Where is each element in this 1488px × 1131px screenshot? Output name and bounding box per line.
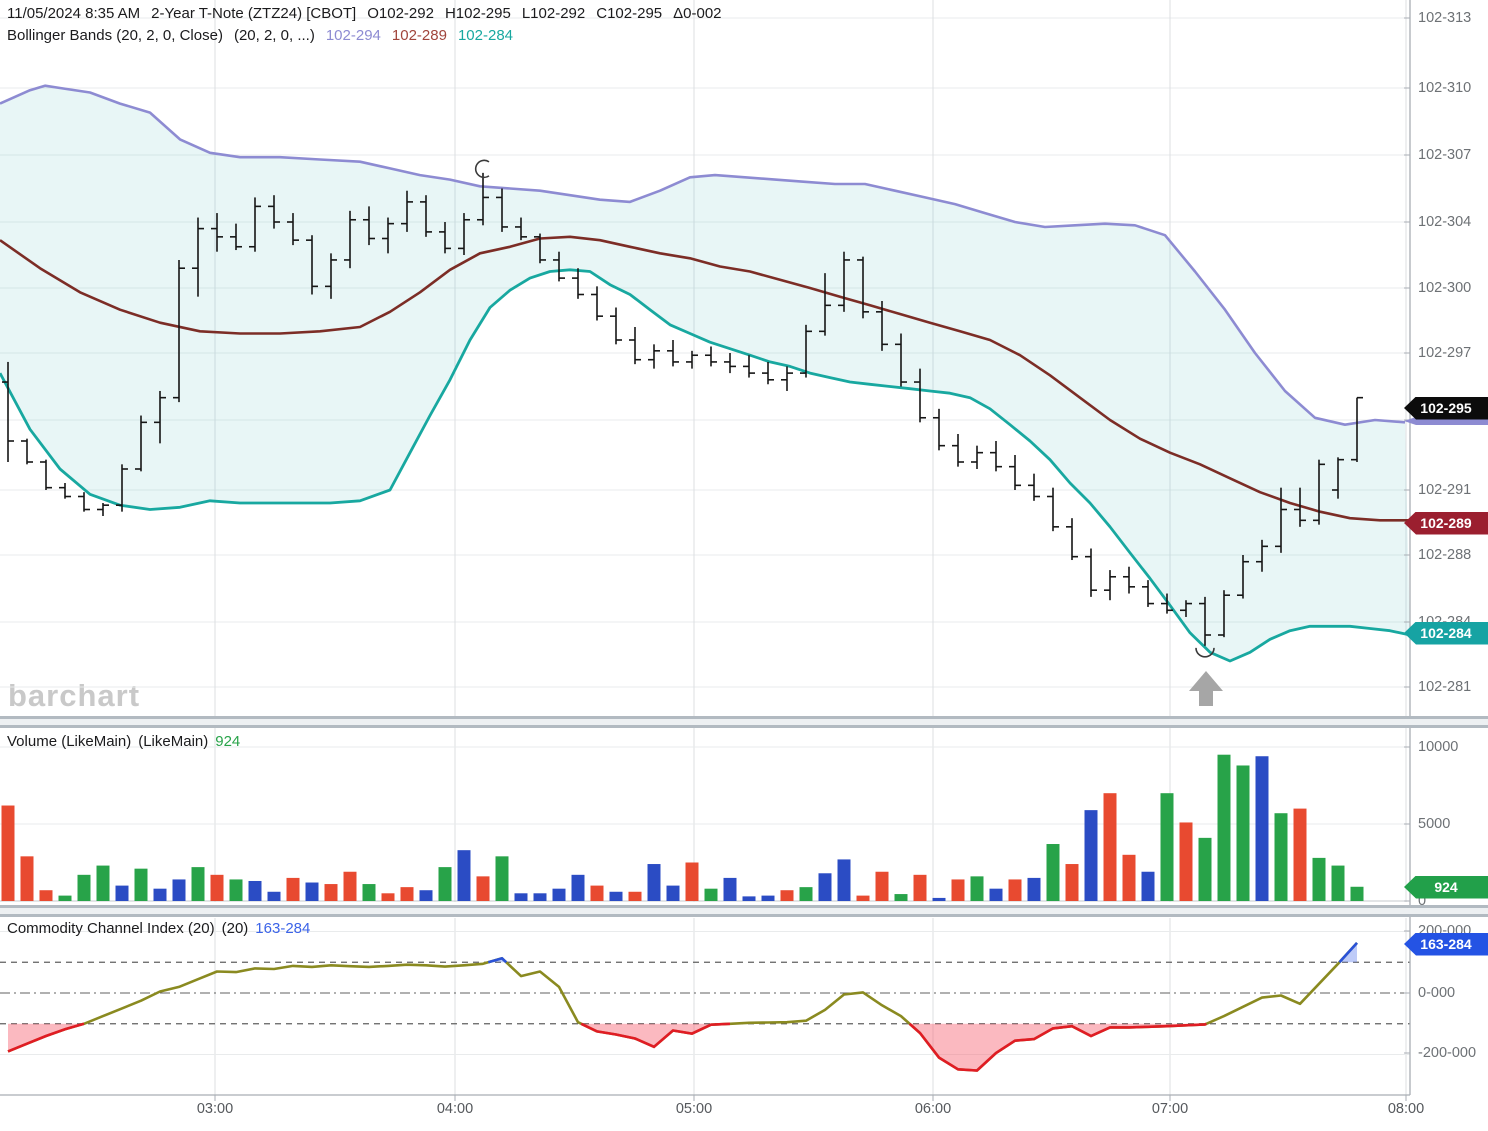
panel-separator[interactable] [0,716,1488,728]
bb-upper-value: 102-294 [325,27,381,44]
price-axis-label: 102-288 [1418,547,1472,563]
volume-params: (LikeMain) [138,733,209,750]
volume-panel-header: Volume (LikeMain) (LikeMain) 924 [7,731,247,752]
bollinger-lower-band [0,268,1411,663]
volume-axis-label: 5000 [1418,816,1451,832]
price-axis-label: 102-297 [1418,345,1472,361]
low-marker-arc [1195,647,1215,658]
price-gridlines [0,17,1410,688]
time-axis-label: 03:00 [196,1101,234,1117]
bb-middle-value: 102-289 [391,27,447,44]
price-axis-label: 102-310 [1418,80,1472,96]
volume-bars [1,754,1364,901]
cci-badge: 163-284 [1404,932,1488,956]
datetime-label: 11/05/2024 8:35 AM [7,5,141,22]
indicator-params: (20, 2, 0, ...) [233,27,315,44]
bollinger-band-fill [0,85,1410,661]
cci-gridlines [0,931,1410,1055]
time-axis-label: 07:00 [1151,1101,1189,1117]
barchart-watermark: barchart [8,678,141,713]
time-axis-label: 05:00 [675,1101,713,1117]
indicator-label: Bollinger Bands (20, 2, 0, Close) [7,27,223,44]
price-axis-label: 102-300 [1418,280,1472,296]
quote-change: Δ0-002 [673,5,722,22]
cci-title: Commodity Channel Index (20) [7,920,215,937]
panel-separator[interactable] [0,905,1488,917]
high-marker-arc [474,159,490,179]
cci-axis-label: 0-000 [1418,985,1456,1001]
title-line: 11/05/2024 8:35 AM 2-Year T-Note (ZTZ24) … [7,3,733,25]
price-axis-label: 102-313 [1418,10,1472,26]
cci-current-value: 163-284 [255,920,311,937]
volume-axis-label: 0 [1418,893,1427,909]
bollinger-middle-band [0,235,1410,522]
lower-band-badge: 102-284 [1404,621,1488,645]
bb-lower-value: 102-284 [457,27,514,44]
price-axis-label: 102-291 [1418,482,1472,498]
last-price-badge: 102-295 [1404,396,1488,420]
volume-axis-label: 10000 [1418,739,1459,755]
cci-oversold-region [7,1022,1207,1072]
ohlc-bars [2,172,1363,646]
quote-open: O102-292 [367,5,434,22]
price-axis-label: 102-281 [1418,679,1472,695]
volume-badge: 924 [1404,875,1488,899]
time-axis-label: 04:00 [436,1101,474,1117]
price-axis-label: 102-307 [1418,147,1472,163]
bollinger-upper-band [0,84,1406,426]
instrument-label: 2-Year T-Note (ZTZ24) [CBOT] [151,5,357,22]
price-axis-label: 102-304 [1418,214,1472,230]
vertical-gridlines [214,0,1407,1095]
volume-title: Volume (LikeMain) [7,733,132,750]
middle-band-badge: 102-289 [1404,511,1488,535]
cci-overbought-region [487,942,1358,964]
quote-high: H102-295 [444,5,511,22]
time-axis-label: 06:00 [914,1101,952,1117]
time-axis-label: 08:00 [1387,1101,1425,1117]
cci-params: (20) [221,920,249,937]
indicator-line: Bollinger Bands (20, 2, 0, Close) (20, 2,… [7,25,733,47]
up-arrow-annotation [1189,671,1223,706]
cci-axis-label: -200-000 [1418,1045,1477,1061]
quote-close: C102-295 [596,5,663,22]
volume-current-value: 924 [215,733,241,750]
cci-panel-header: Commodity Channel Index (20) (20) 163-284 [7,918,317,939]
last-price-badge-accent [1404,417,1488,425]
quote-low: L102-292 [521,5,586,22]
chart-header: 11/05/2024 8:35 AM 2-Year T-Note (ZTZ24) … [7,3,733,47]
